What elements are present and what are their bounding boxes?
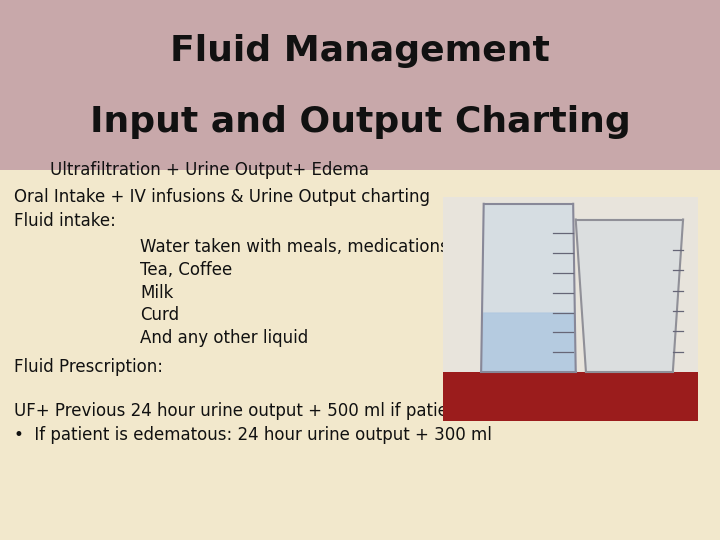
Text: Curd: Curd <box>140 306 179 325</box>
Text: Fluid Management: Fluid Management <box>170 34 550 68</box>
FancyBboxPatch shape <box>0 0 720 170</box>
Text: •  If patient is edematous: 24 hour urine output + 300 ml: • If patient is edematous: 24 hour urine… <box>14 426 492 444</box>
FancyBboxPatch shape <box>443 197 698 372</box>
FancyBboxPatch shape <box>443 372 698 421</box>
Text: And any other liquid: And any other liquid <box>140 329 309 347</box>
Text: UF+ Previous 24 hour urine output + 500 ml if patient is dry: UF+ Previous 24 hour urine output + 500 … <box>14 402 516 421</box>
Polygon shape <box>576 220 683 372</box>
Text: Fluid intake:: Fluid intake: <box>14 212 116 231</box>
Polygon shape <box>481 204 576 372</box>
Text: Water taken with meals, medications or otherwise: Water taken with meals, medications or o… <box>140 238 558 256</box>
Text: Input and Output Charting: Input and Output Charting <box>89 105 631 139</box>
Text: Ultrafiltration + Urine Output+ Edema: Ultrafiltration + Urine Output+ Edema <box>29 161 369 179</box>
Text: Oral Intake + IV infusions & Urine Output charting: Oral Intake + IV infusions & Urine Outpu… <box>14 188 431 206</box>
Text: Fluid Prescription:: Fluid Prescription: <box>14 358 163 376</box>
Text: Tea, Coffee: Tea, Coffee <box>140 261 233 279</box>
FancyBboxPatch shape <box>443 197 698 421</box>
Polygon shape <box>481 313 576 372</box>
Text: Milk: Milk <box>140 284 174 302</box>
